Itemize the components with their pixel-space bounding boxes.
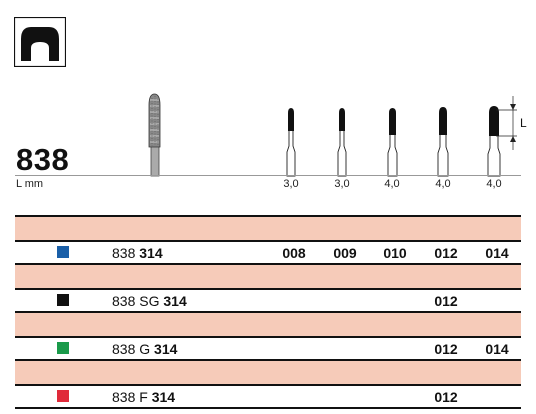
table-spacer [15,359,521,384]
product-name: 838 314 [112,245,163,261]
model-number: 838 [16,142,70,177]
dimension-label: L [520,116,527,130]
table-bottom-border [15,407,521,409]
size-code: 012 [434,293,458,309]
size-code: 014 [485,341,509,357]
table-row: 838 G 314 012 014 [15,336,521,359]
size-code: 012 [434,341,458,357]
table-spacer [15,311,521,336]
table-row: 838 SG 314 012 [15,288,521,311]
color-code-swatch [57,390,69,402]
color-code-swatch [57,342,69,354]
length-dimension-marker [496,96,517,150]
size-code: 008 [282,245,306,261]
length-value: 4,0 [435,178,451,190]
product-name: 838 SG 314 [112,293,187,309]
color-code-swatch [57,294,69,306]
length-value: 3,0 [283,178,299,190]
length-unit-label: L mm [16,178,44,190]
table-spacer [15,215,521,240]
product-table: 838 314 008 009 010 012 014 838 SG 314 0… [15,215,521,409]
length-value: 4,0 [486,178,502,190]
table-row: 838 F 314 012 [15,384,521,407]
size-code: 010 [383,245,407,261]
length-value: 4,0 [384,178,400,190]
product-name: 838 F 314 [112,389,176,405]
table-spacer [15,263,521,288]
color-code-swatch [57,246,69,258]
bur-small-3 [387,108,398,177]
bur-small-5 [487,106,501,177]
bur-small-2 [337,108,347,177]
size-code: 012 [434,389,458,405]
length-value: 3,0 [334,178,350,190]
shape-icon [13,16,67,68]
divider [15,175,521,176]
bur-small-1 [286,108,296,177]
table-row: 838 314 008 009 010 012 014 [15,240,521,263]
size-code: 014 [485,245,509,261]
product-name: 838 G 314 [112,341,178,357]
bur-illustrations [148,93,517,177]
bur-small-4 [437,107,449,177]
size-code: 009 [333,245,357,261]
size-code: 012 [434,245,458,261]
bur-large-image [148,93,161,177]
